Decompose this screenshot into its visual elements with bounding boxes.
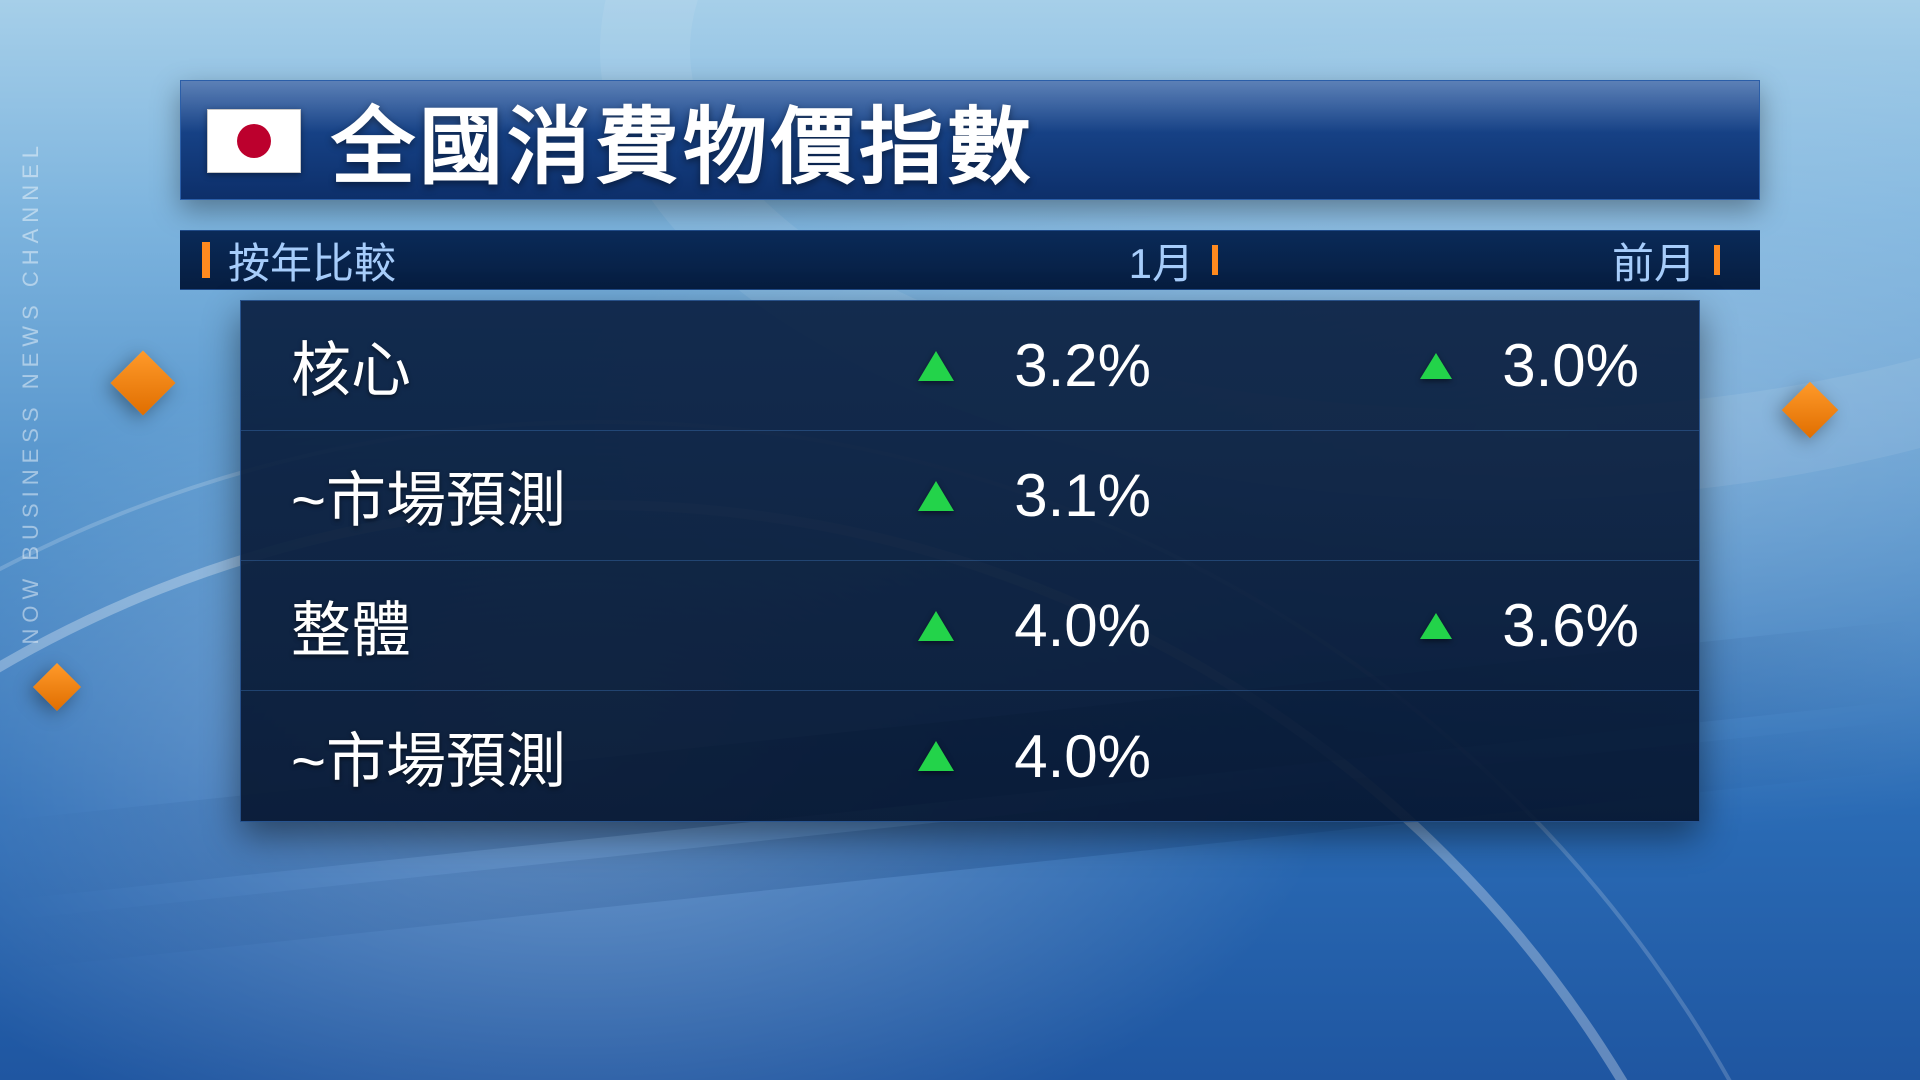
- header-label: 按年比較: [228, 230, 848, 291]
- data-panel: 核心 3.2% 3.0% ~市場預測 3.1% 整體 4.0% 3.6% ~市場預測 4.0%: [240, 300, 1700, 822]
- row-col-1: 3.2%: [761, 331, 1191, 400]
- row-value: 3.2%: [1014, 331, 1151, 400]
- row-label: ~市場預測: [241, 452, 761, 539]
- accent-cube-icon: [110, 350, 175, 415]
- header-col-2: 前月: [1248, 230, 1760, 291]
- header-marker-icon: [202, 242, 210, 278]
- accent-cube-icon: [33, 663, 81, 711]
- header-separator-icon: [1714, 245, 1720, 275]
- row-col-1: 3.1%: [761, 461, 1191, 530]
- up-arrow-icon: [918, 611, 954, 641]
- row-value: 4.0%: [1014, 591, 1151, 660]
- table-row: 整體 4.0% 3.6%: [241, 561, 1699, 691]
- channel-label: NOW BUSINESS NEWS CHANNEL: [18, 140, 44, 645]
- row-value: 3.1%: [1014, 461, 1151, 530]
- up-arrow-icon: [1420, 613, 1452, 639]
- page-title: 全國消費物價指數: [331, 81, 1035, 199]
- header-separator-icon: [1212, 245, 1218, 275]
- accent-cube-icon: [1782, 382, 1839, 439]
- up-arrow-icon: [918, 481, 954, 511]
- row-col-1: 4.0%: [761, 722, 1191, 791]
- table-row: 核心 3.2% 3.0%: [241, 301, 1699, 431]
- title-bar: 全國消費物價指數: [180, 80, 1760, 200]
- row-label: 整體: [241, 582, 761, 669]
- table-row: ~市場預測 3.1%: [241, 431, 1699, 561]
- row-value: 3.6%: [1502, 591, 1639, 660]
- row-value: 3.0%: [1502, 331, 1639, 400]
- table-header: 按年比較 1月 前月: [180, 230, 1760, 290]
- row-col-1: 4.0%: [761, 591, 1191, 660]
- header-col-1: 1月: [848, 230, 1248, 291]
- up-arrow-icon: [918, 351, 954, 381]
- row-value: 4.0%: [1014, 722, 1151, 791]
- up-arrow-icon: [1420, 353, 1452, 379]
- row-label: 核心: [241, 322, 761, 409]
- row-label: ~市場預測: [241, 713, 761, 800]
- up-arrow-icon: [918, 741, 954, 771]
- row-col-2: 3.0%: [1191, 331, 1699, 400]
- row-col-2: 3.6%: [1191, 591, 1699, 660]
- japan-flag-icon: [207, 109, 301, 173]
- table-row: ~市場預測 4.0%: [241, 691, 1699, 821]
